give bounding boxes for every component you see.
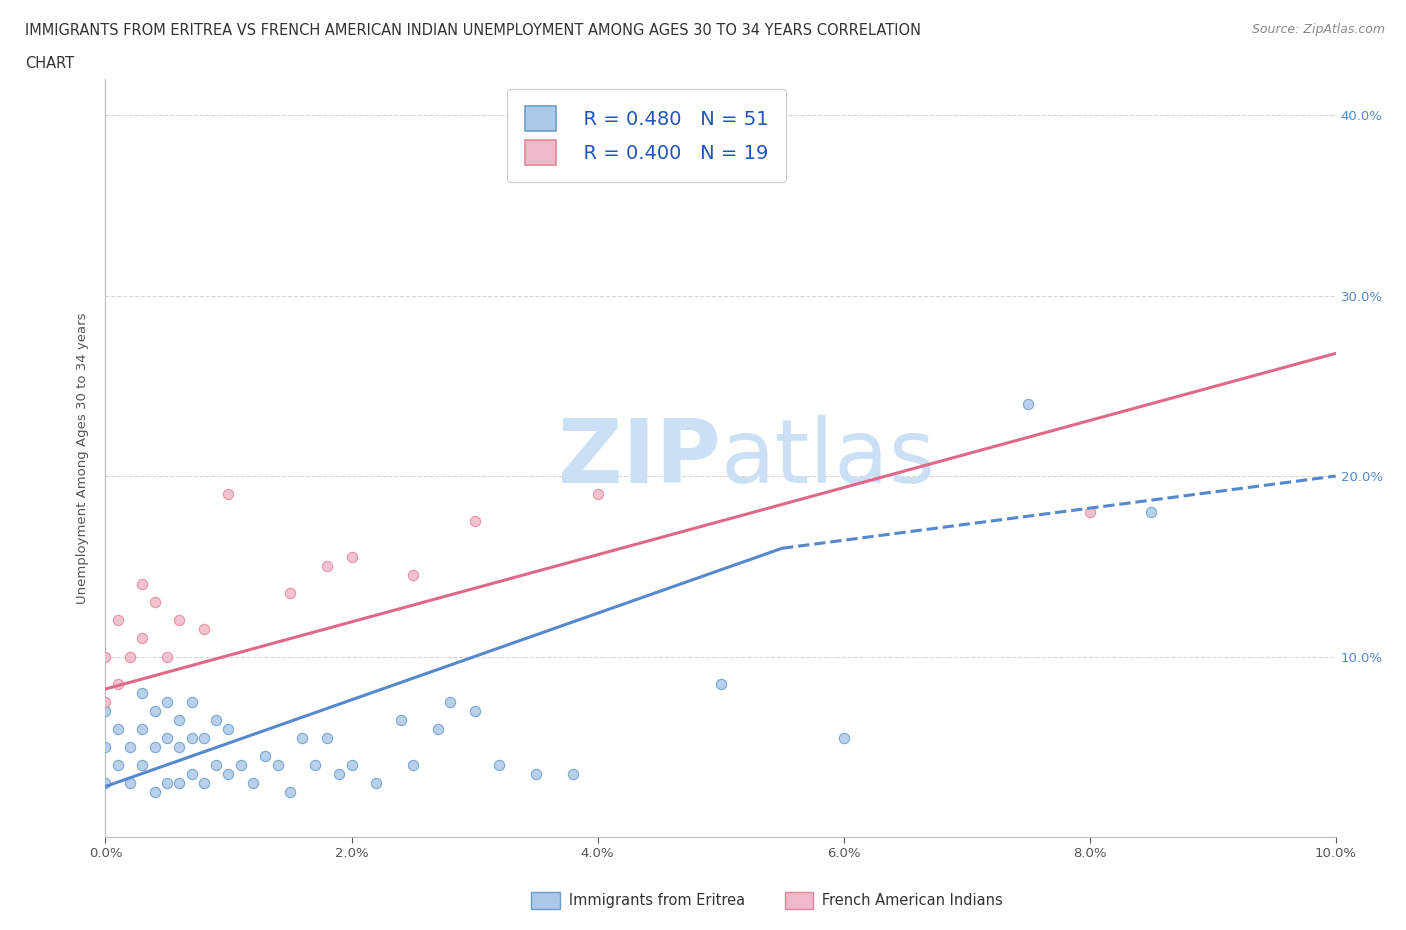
Point bbox=[107, 613, 129, 628]
Point bbox=[464, 513, 486, 528]
Point bbox=[120, 776, 141, 790]
Point bbox=[107, 757, 129, 772]
Point bbox=[291, 730, 314, 745]
Point bbox=[94, 694, 117, 709]
Point bbox=[143, 703, 166, 718]
Point bbox=[340, 757, 363, 772]
Point bbox=[278, 784, 301, 799]
Point bbox=[439, 694, 461, 709]
Point bbox=[315, 730, 337, 745]
Point bbox=[94, 739, 117, 754]
Point bbox=[464, 703, 486, 718]
Point bbox=[304, 757, 326, 772]
Point bbox=[120, 739, 141, 754]
Point bbox=[389, 712, 412, 727]
Point bbox=[131, 757, 153, 772]
Point bbox=[107, 676, 129, 691]
Y-axis label: Unemployment Among Ages 30 to 34 years: Unemployment Among Ages 30 to 34 years bbox=[76, 312, 90, 604]
Point bbox=[193, 776, 215, 790]
Point bbox=[488, 757, 510, 772]
Point bbox=[169, 776, 191, 790]
Point bbox=[340, 550, 363, 565]
Legend:   R = 0.480   N = 51,   R = 0.400   N = 19: R = 0.480 N = 51, R = 0.400 N = 19 bbox=[508, 88, 786, 182]
Point bbox=[156, 694, 179, 709]
Text: Source: ZipAtlas.com: Source: ZipAtlas.com bbox=[1251, 23, 1385, 36]
Point bbox=[1017, 396, 1039, 411]
Point bbox=[205, 757, 228, 772]
Point bbox=[229, 757, 252, 772]
Point bbox=[426, 722, 449, 737]
Point bbox=[156, 649, 179, 664]
Point bbox=[254, 749, 277, 764]
Text: IMMIGRANTS FROM ERITREA VS FRENCH AMERICAN INDIAN UNEMPLOYMENT AMONG AGES 30 TO : IMMIGRANTS FROM ERITREA VS FRENCH AMERIC… bbox=[25, 23, 921, 38]
Point bbox=[193, 730, 215, 745]
Point bbox=[193, 622, 215, 637]
Point bbox=[205, 712, 228, 727]
Point bbox=[94, 649, 117, 664]
Point bbox=[1140, 505, 1163, 520]
Point bbox=[402, 757, 425, 772]
Point bbox=[180, 766, 202, 781]
Point bbox=[366, 776, 388, 790]
Point bbox=[524, 766, 547, 781]
Point bbox=[267, 757, 290, 772]
Point bbox=[832, 730, 855, 745]
Point bbox=[402, 568, 425, 583]
Point bbox=[143, 739, 166, 754]
Point bbox=[278, 586, 301, 601]
Point bbox=[156, 730, 179, 745]
Point bbox=[131, 631, 153, 646]
Point bbox=[315, 559, 337, 574]
Point bbox=[218, 766, 240, 781]
Text: Immigrants from Eritrea: Immigrants from Eritrea bbox=[555, 893, 745, 908]
Text: ZIP: ZIP bbox=[558, 415, 721, 501]
Point bbox=[107, 722, 129, 737]
Point bbox=[143, 595, 166, 610]
Point bbox=[143, 784, 166, 799]
Point bbox=[562, 766, 585, 781]
Point bbox=[169, 712, 191, 727]
Text: CHART: CHART bbox=[25, 56, 75, 71]
Text: atlas: atlas bbox=[721, 415, 936, 501]
Point bbox=[1078, 505, 1101, 520]
Point bbox=[94, 703, 117, 718]
Point bbox=[218, 486, 240, 501]
Point bbox=[156, 776, 179, 790]
Point bbox=[169, 613, 191, 628]
Point bbox=[180, 694, 202, 709]
Point bbox=[94, 776, 117, 790]
Point bbox=[586, 486, 609, 501]
Point bbox=[180, 730, 202, 745]
Point bbox=[710, 676, 733, 691]
Point bbox=[120, 649, 141, 664]
Text: French American Indians: French American Indians bbox=[808, 893, 1004, 908]
Point bbox=[328, 766, 350, 781]
Point bbox=[242, 776, 264, 790]
Point bbox=[131, 577, 153, 591]
Point bbox=[169, 739, 191, 754]
Point bbox=[131, 685, 153, 700]
Point bbox=[218, 722, 240, 737]
Point bbox=[131, 722, 153, 737]
